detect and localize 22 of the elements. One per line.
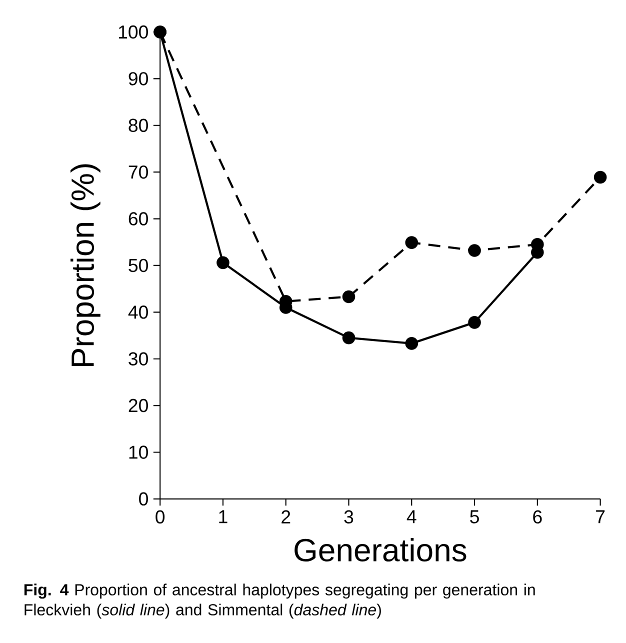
x-tick-label: 2 [282,510,290,524]
x-axis-title: Generations [294,538,466,562]
y-tick-label: 70 [129,165,148,179]
x-tick-label: 3 [344,510,354,524]
y-tick-label: 80 [128,118,148,132]
x-tick-label: 0 [156,510,165,524]
y-tick-label: 50 [128,258,148,272]
y-tick-label: 30 [128,352,148,366]
x-tick-label: 1 [219,510,228,524]
y-tick-label: 100 [119,25,148,39]
y-axis-title: Proportion (%) [70,164,101,366]
x-tick-label: 5 [470,510,480,524]
x-tick-label: 4 [407,510,416,524]
y-tick-label: 40 [128,306,148,319]
y-tick-label: 60 [129,212,148,226]
y-tick-label: 20 [129,398,148,412]
x-tick-label: 6 [533,510,542,524]
y-tick-label: 0 [139,492,148,506]
text: Fig. 4 Proportion of ancestral haplotypes segregating per generation in Fleckvieh (solid line) and Simmental (dashed line) [24,584,535,619]
x-tick-label: 7 [596,510,605,524]
y-tick-label: 90 [128,72,148,86]
y-tick-label: 10 [130,446,148,459]
